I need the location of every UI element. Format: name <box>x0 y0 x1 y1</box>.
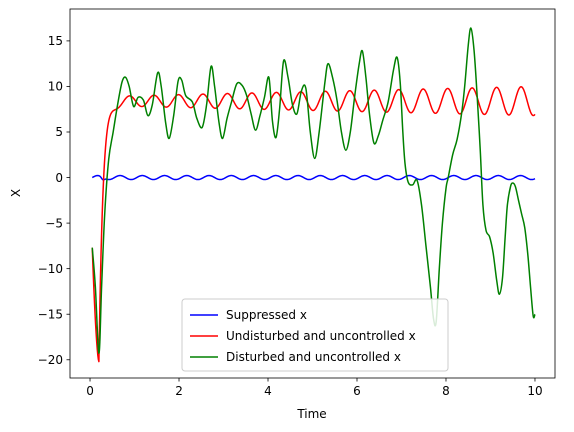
y-tick-label: −20 <box>38 353 63 367</box>
plot-frame <box>69 8 556 379</box>
legend-entry-label: Disturbed and uncontrolled x <box>226 350 401 364</box>
x-axis-label: Time <box>296 407 326 421</box>
legend-entry-label: Suppressed x <box>226 308 307 322</box>
x-tick-label: 8 <box>442 384 450 398</box>
x-tick-label: 2 <box>175 384 183 398</box>
disturbed-uncontrolled-x-line <box>91 27 536 355</box>
x-tick-label: 10 <box>527 384 542 398</box>
y-tick-label: 15 <box>48 34 63 48</box>
legend-box <box>181 298 449 372</box>
y-axis-label: X <box>9 189 23 197</box>
y-tick-label: −5 <box>45 216 63 230</box>
y-tick-label: 0 <box>55 171 63 185</box>
legend-entry-label: Undisturbed and uncontrolled x <box>226 329 416 343</box>
legend: Suppressed x Undisturbed and uncontrolled… <box>181 298 449 372</box>
x-tick-label: 4 <box>264 384 272 398</box>
y-tick-label: −15 <box>38 307 63 321</box>
x-tick-label: 6 <box>353 384 361 398</box>
suppressed-x-line <box>91 174 536 181</box>
x-tick-label: 0 <box>86 384 94 398</box>
y-tick-label: 5 <box>55 125 63 139</box>
y-tick-label: −10 <box>38 262 63 276</box>
y-tick-label: 10 <box>48 80 63 94</box>
